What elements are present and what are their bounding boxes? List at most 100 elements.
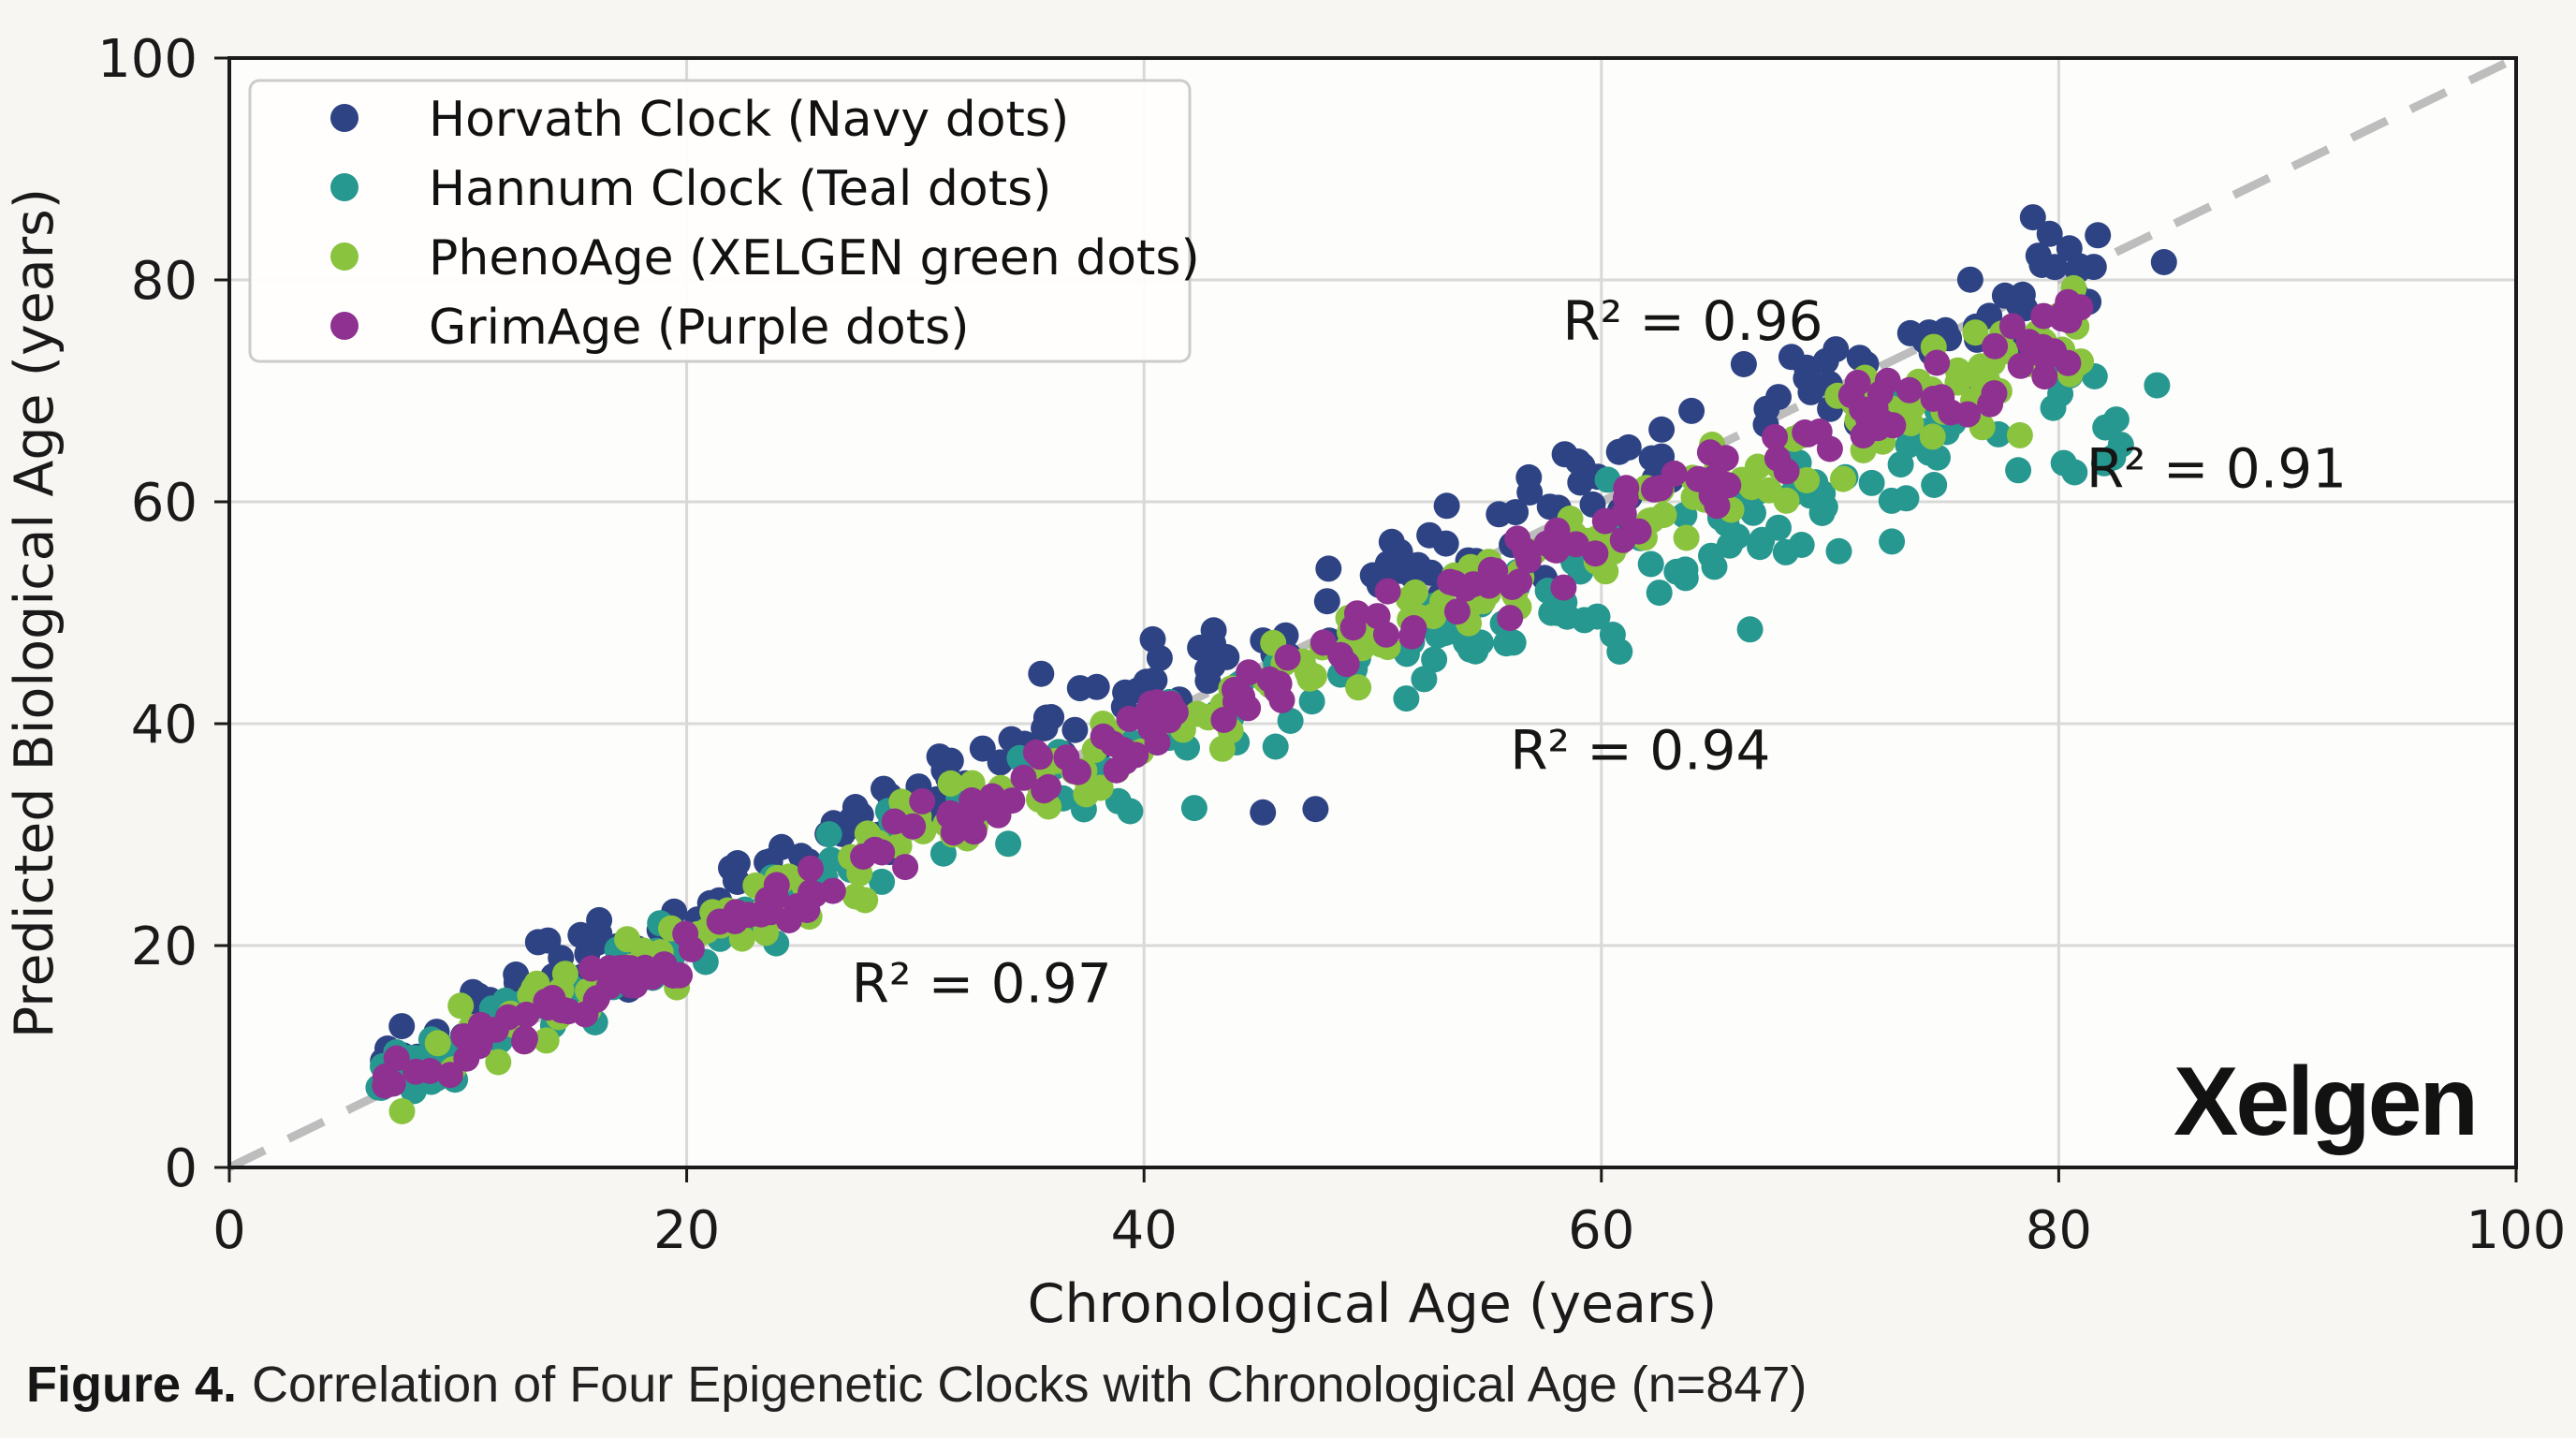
data-point [817,846,844,873]
data-point [1646,580,1673,607]
data-point [1672,556,1699,583]
data-point [1895,376,1923,404]
x-tick-label: 80 [2026,1200,2092,1261]
data-point [1139,625,1166,653]
r-squared-annotation: R² = 0.94 [1510,718,1770,782]
data-point-outlier [1606,638,1633,665]
data-point [1879,528,1906,555]
data-point [1991,282,2018,309]
data-point [1442,570,1469,596]
data-point [722,867,749,894]
data-point [1738,474,1765,501]
data-point [436,1062,463,1089]
data-point [578,955,605,982]
data-point [2036,220,2063,247]
y-tick-label: 80 [131,251,198,312]
data-point-outlier [1028,660,1055,687]
data-point [1460,571,1486,598]
legend-label-hannum: Hannum Clock (Teal dots) [429,161,1051,217]
data-point [1811,493,1838,521]
x-tick-label: 100 [2466,1200,2567,1261]
data-point [1533,530,1560,557]
legend-box [248,79,1192,363]
data-point [900,813,927,840]
data-point [1830,465,1856,492]
r-squared-annotation: R² = 0.97 [852,951,1112,1015]
data-point [388,1098,416,1124]
data-point [2005,457,2032,484]
scatter-plot: 0 20 40 60 80 100 0 20 40 60 80 100 Chronological A… [4,29,2566,1335]
data-point [1844,369,1871,396]
legend-marker-grimage [330,312,359,340]
data-point [1222,688,1249,715]
data-point [815,821,842,848]
data-point [1956,266,1983,293]
data-point [1345,674,1372,701]
data-point [1213,643,1240,670]
data-point [513,1001,540,1028]
data-point [388,1013,416,1040]
data-point-outlier [1302,796,1329,823]
data-point [383,1045,410,1072]
data-point [2061,459,2088,486]
data-point-outlier [2023,339,2049,365]
data-point [548,997,575,1024]
data-point [666,961,694,989]
data-point [909,787,936,814]
legend-label-horvath: Horvath Clock (Navy dots) [429,92,1069,148]
data-point [1433,492,1460,520]
data-point [1825,537,1852,565]
data-point [600,961,627,989]
data-point [372,1072,399,1099]
data-point [1921,472,1948,498]
data-point [1764,445,1791,472]
data-point [402,1058,430,1085]
data-point [1315,555,1342,582]
data-point [533,1027,560,1054]
legend-marker-hannum [330,173,359,201]
data-point [1591,507,1618,535]
tick-layer: 0 20 40 60 80 100 0 20 40 60 80 100 [97,29,2566,1261]
data-point [1637,550,1664,578]
data-point [1772,538,1799,565]
data-point [1443,598,1471,625]
data-point [869,868,896,895]
legend-marker-horvath [330,104,359,132]
data-point [1256,666,1283,693]
data-point-outlier [1066,675,1093,702]
data-point [1398,623,1426,650]
data-point [1031,714,1058,741]
data-point [960,818,988,845]
caption-number: Figure 4. [26,1357,238,1413]
data-point [1648,416,1676,443]
x-tick-label: 60 [1568,1200,1634,1261]
data-point [1262,733,1289,760]
data-point [2107,432,2134,459]
data-point [995,830,1022,858]
data-point [1778,344,1805,371]
series-grimage [372,288,2094,1099]
data-point [1673,524,1700,551]
data-point [1087,774,1114,801]
data-point [1571,607,1598,634]
data-point [1582,540,1609,567]
legend-label-grimage: GrimAge (Purple dots) [429,300,970,356]
data-point [1374,550,1401,577]
data-point [1516,479,1544,506]
data-point [763,872,790,899]
x-axis-label: Chronological Age (years) [1028,1273,1718,1335]
data-point [1274,644,1301,671]
data-point [1187,634,1214,661]
data-point [852,887,879,914]
data-point [424,1030,451,1057]
data-point [1698,481,1725,508]
data-point [1698,542,1724,569]
data-point-outlier [2055,288,2082,315]
data-point [1806,418,1833,445]
data-point [1031,777,1058,804]
data-point [1550,574,1577,601]
data-point [447,992,475,1020]
data-point [1327,641,1354,668]
data-point [1613,475,1640,502]
data-point-outlier [524,929,551,956]
